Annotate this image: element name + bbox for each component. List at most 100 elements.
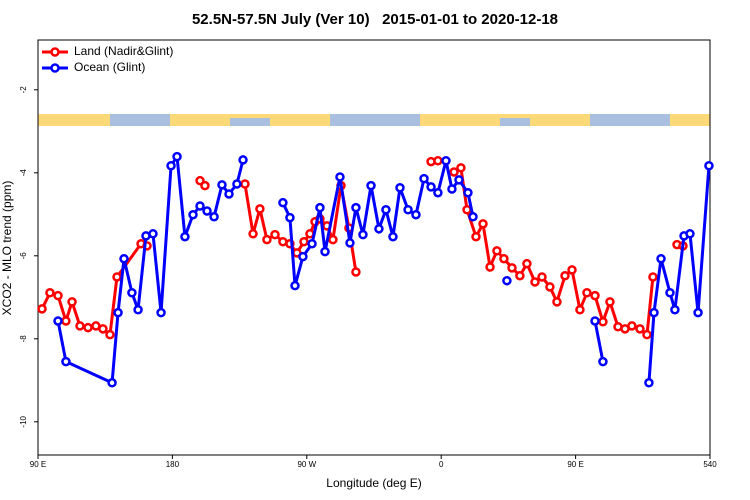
point [590,290,600,301]
point [127,287,137,298]
point [113,307,123,318]
point [224,189,234,199]
point [83,322,93,333]
point [468,212,478,222]
point [307,239,317,249]
point [598,356,608,367]
point [217,180,227,190]
map-strip [38,114,710,126]
legend-marker [50,47,60,57]
point [590,316,600,326]
point [98,324,108,334]
series-line [56,152,711,386]
point [560,270,570,281]
point [358,229,368,240]
point [582,287,592,298]
point [148,229,158,239]
point [156,307,166,318]
x-tick-label: 90 E [30,460,46,469]
point [285,212,295,223]
point [67,297,77,307]
point [328,234,338,245]
point [419,173,429,184]
point [209,212,219,222]
point [522,258,532,269]
point [381,204,391,215]
x-tick-label: 180 [166,460,180,469]
point [433,187,443,198]
legend-marker [50,63,60,73]
y-tick-label: -10 [19,415,28,427]
chart-title: 52.5N-57.5N July (Ver 10) 2015-01-01 to … [192,11,558,28]
point [374,224,384,234]
point [492,246,502,256]
point [552,297,562,307]
point [61,316,71,326]
point [262,234,272,245]
x-axis-label: Longitude (deg E) [326,476,421,490]
y-axis-label: XCO2 - MLO trend (ppm) [0,181,14,316]
point [278,197,288,208]
point [449,167,459,177]
y-tick-label: -8 [19,335,28,343]
point [240,179,250,189]
point [133,305,143,315]
point [656,253,666,264]
point [345,238,355,248]
point [166,160,176,171]
point [395,182,405,193]
point [172,151,182,162]
point [200,180,210,191]
point [45,287,55,298]
point [75,321,85,331]
point [456,163,466,173]
point [499,253,509,264]
y-tick-label: -6 [19,252,28,260]
point [605,297,615,307]
x-tick-label: 90 W [297,460,316,469]
point [441,156,451,166]
point [238,155,248,165]
point [670,305,680,315]
legend: Land (Nadir&Glint) Ocean (Glint) [42,44,173,74]
point [411,209,421,220]
point [704,160,714,171]
point [598,317,608,327]
point [366,180,376,191]
point [37,304,47,314]
point [627,321,637,331]
point [320,246,330,257]
point [351,202,361,213]
point [665,287,675,298]
x-tick-label: 0 [439,460,444,469]
point [255,204,265,214]
point [119,253,129,264]
point [195,201,205,211]
plot-frame [37,39,711,456]
point [693,307,703,318]
point [648,272,658,282]
point [298,251,308,262]
point [290,280,300,291]
point [447,184,457,194]
point [471,231,481,242]
point [426,182,436,192]
point [180,231,190,242]
point [644,378,654,388]
point [403,204,413,215]
point [635,324,645,334]
point [433,156,443,166]
x-tick-label: 540 [703,460,717,469]
y-tick-label: -2 [19,86,28,94]
point [463,187,473,198]
point [685,229,695,239]
x-tick-label: 90 E [567,460,583,469]
point [537,272,547,282]
point [478,219,488,229]
point [112,272,122,282]
point [485,262,495,272]
point [545,282,555,292]
point [507,263,517,273]
point [567,265,577,275]
